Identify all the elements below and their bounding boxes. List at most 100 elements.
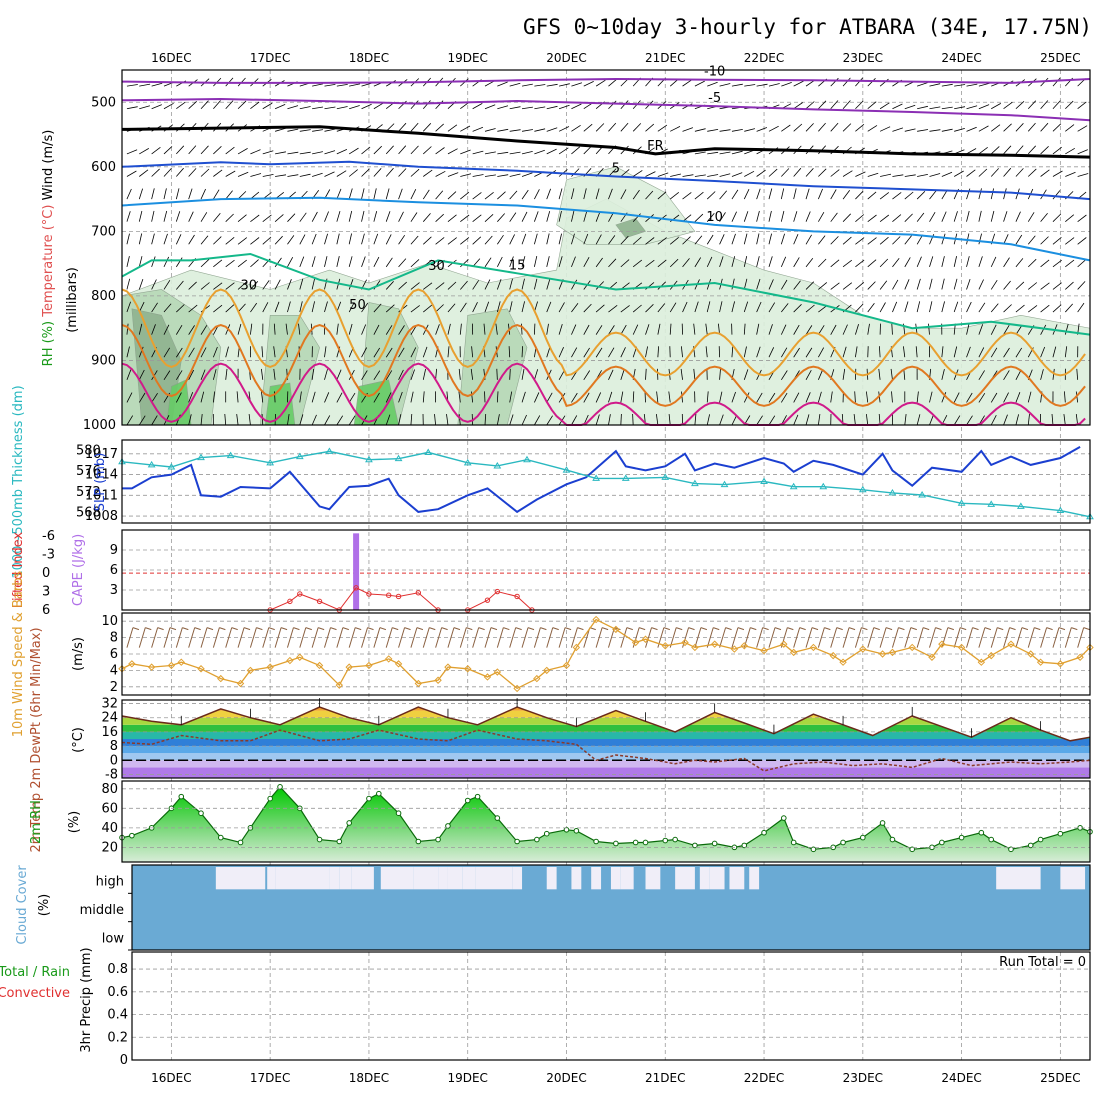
wind-barb [830,77,839,87]
wind-barb [1027,235,1036,245]
rh-point [514,838,520,845]
rh-point [277,784,283,790]
cape-li-frame [121,529,1091,611]
surface-wind-barb-flag [416,627,424,631]
surface-wind-barb-flag [194,627,201,631]
precip-ylabel: 3hr Precip (mm) [79,947,94,1052]
wind-barb [830,282,840,290]
wind-barb [694,80,705,87]
wind-barb [966,415,973,426]
wind-barb [929,211,936,222]
wind-barb [373,324,380,335]
wind-barb [830,259,840,268]
wind-barb [916,212,925,222]
wind-barb [435,324,440,335]
wind-barb [188,304,198,313]
wind-barb [373,347,381,358]
wind-barb [1052,100,1061,109]
top-date-label: 23DEC [843,51,883,65]
wind-barb [941,106,953,110]
cloud-clear-segment [275,867,330,890]
wind-barb [929,106,941,110]
wind-barb [200,188,206,200]
temperature-contour [121,77,1091,84]
wind-barb [583,347,590,358]
surface-wind-barb [126,627,134,648]
li-point [366,591,372,597]
surface-wind-barb-flag [330,627,337,631]
surface-wind-barb-flag [824,627,831,631]
wind-barb [571,233,575,245]
wind-barb [546,105,558,110]
wind-barb [966,148,977,155]
surface-wind-barb-flag [404,627,411,631]
li-point [484,597,491,603]
wind-barb [274,104,286,110]
top-date-label: 20DEC [546,51,586,65]
wind-barb [1003,347,1010,358]
wind-barb [719,212,726,222]
wind-barb [558,126,570,132]
rh-point [642,839,649,846]
slp-tick-label: 1008 [85,509,118,524]
wind-barb [681,346,683,358]
wind-barb [756,323,760,335]
wind-barb [904,279,910,290]
wind-barb [978,256,983,267]
wind-barb [225,259,235,268]
wind-barb [1015,304,1025,313]
surface-wind-barb [756,627,764,648]
wind-barb [447,346,450,358]
wind-barb [583,324,590,335]
wind-barb [928,323,930,335]
wind-barb [175,324,183,335]
wind-barb [1003,123,1012,132]
wind-barb [361,347,368,358]
wind-barb [126,392,133,403]
wind-barb [410,347,417,358]
wind-barb [435,190,444,200]
wind-barb [891,391,893,403]
rh-shading [556,166,696,245]
wind-barb [546,127,558,132]
temp-tick-label: 0 [110,753,118,768]
wind-barb [423,169,433,177]
wind-barb [274,235,283,245]
wind-barb [546,256,550,267]
wind-barb [484,191,494,200]
wind-barb [682,127,694,132]
wind-barb [842,123,852,132]
wind-barb [175,347,183,358]
wind-barb [608,122,617,132]
wind-barb [188,168,197,177]
wind-barb [423,304,433,313]
wind-barb [1015,101,1025,110]
rh-point [415,838,422,845]
wind-barb [645,171,656,177]
wind-barb [941,369,945,380]
wind-barb [398,347,405,358]
wind-barb [509,129,521,132]
wind-barb [250,259,259,268]
wind-barb [213,259,223,268]
wind-barb [632,236,642,245]
wind-barb [645,368,647,380]
surface-wind-barb [830,627,838,648]
wind-barb [484,391,486,403]
wind-barb [953,256,957,267]
cloud-clear-segment [512,867,523,890]
wind-barb [250,281,259,290]
wind-barb [1065,100,1074,110]
cape-tick-label: 9 [110,543,118,558]
wind-barb [509,234,515,245]
wind-barb [558,302,565,313]
wind-barb [324,256,328,267]
wind-barb [991,103,1001,110]
wind-barb [571,146,581,155]
temperature-contour-label: -10 [704,65,725,80]
wind-barb [966,169,976,177]
wind-barb [385,211,391,222]
wind-barb [151,233,155,245]
wind-barb [706,191,716,200]
wind-barb [878,413,881,426]
